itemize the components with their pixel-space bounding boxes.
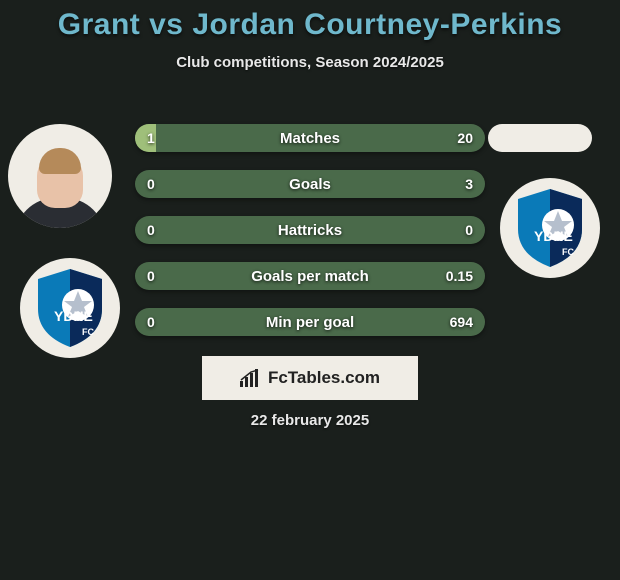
shield-icon: YDNE FC <box>514 187 586 269</box>
player-avatar-right <box>488 124 592 152</box>
stat-label: Matches <box>280 130 340 147</box>
brand-badge: FcTables.com <box>202 356 418 400</box>
bar-chart-icon <box>240 369 262 387</box>
stat-value-right: 0 <box>465 222 473 238</box>
stat-row: 0 Goals 3 <box>135 170 485 198</box>
svg-text:YDNE: YDNE <box>54 308 93 324</box>
stat-label: Goals per match <box>251 268 369 285</box>
svg-text:FC: FC <box>562 247 574 257</box>
subtitle: Club competitions, Season 2024/2025 <box>0 54 620 71</box>
svg-text:YDNE: YDNE <box>534 228 573 244</box>
page-title: Grant vs Jordan Courtney-Perkins <box>0 8 620 42</box>
stat-value-left: 0 <box>147 314 155 330</box>
svg-text:FC: FC <box>82 327 94 337</box>
date-text: 22 february 2025 <box>0 412 620 429</box>
stat-label: Hattricks <box>278 222 342 239</box>
stat-row: 0 Min per goal 694 <box>135 308 485 336</box>
shield-icon: YDNE FC <box>34 267 106 349</box>
player-avatar-left <box>8 124 112 228</box>
comparison-card: Grant vs Jordan Courtney-Perkins Club co… <box>0 0 620 580</box>
stat-value-left: 1 <box>147 130 155 146</box>
stat-value-right: 3 <box>465 176 473 192</box>
stat-value-left: 0 <box>147 176 155 192</box>
avatar-hair <box>39 148 81 174</box>
stats-container: 1 Matches 20 0 Goals 3 0 Hattricks 0 0 Goals per m… <box>135 124 485 336</box>
stat-value-right: 694 <box>450 314 473 330</box>
stat-value-left: 0 <box>147 268 155 284</box>
club-badge-right: YDNE FC <box>500 178 600 278</box>
brand-text: FcTables.com <box>268 368 380 388</box>
stat-label: Min per goal <box>266 314 354 331</box>
avatar-head <box>37 154 83 208</box>
stat-value-right: 0.15 <box>446 268 473 284</box>
stat-label: Goals <box>289 176 331 193</box>
club-badge-left: YDNE FC <box>20 258 120 358</box>
stat-row: 0 Hattricks 0 <box>135 216 485 244</box>
stat-row: 1 Matches 20 <box>135 124 485 152</box>
stat-value-right: 20 <box>457 130 473 146</box>
stat-row: 0 Goals per match 0.15 <box>135 262 485 290</box>
stat-value-left: 0 <box>147 222 155 238</box>
